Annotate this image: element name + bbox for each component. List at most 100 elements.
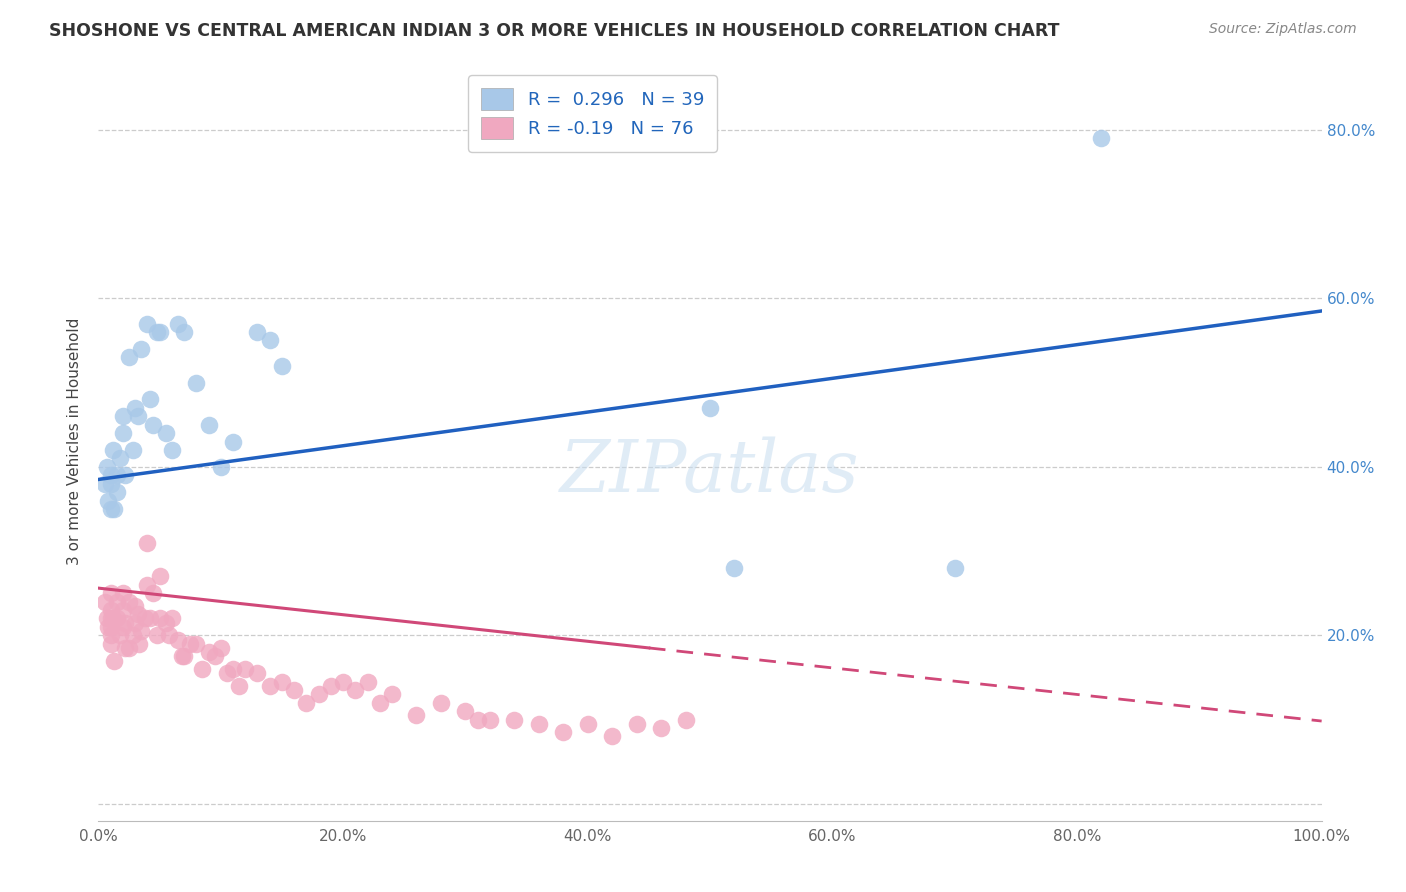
Point <box>114 615 136 630</box>
Point <box>157 628 180 642</box>
Point <box>699 401 721 415</box>
Point <box>101 611 124 625</box>
Point <box>626 716 648 731</box>
Point <box>344 683 367 698</box>
Text: ZIPatlas: ZIPatlas <box>560 436 860 508</box>
Point <box>100 628 122 642</box>
Point <box>405 708 427 723</box>
Point <box>142 417 165 432</box>
Point <box>128 637 150 651</box>
Point <box>167 317 190 331</box>
Point <box>553 725 575 739</box>
Point <box>101 442 124 457</box>
Point <box>139 392 162 407</box>
Point <box>179 637 201 651</box>
Point <box>124 599 146 613</box>
Point <box>100 620 122 634</box>
Point <box>467 713 489 727</box>
Point <box>146 325 169 339</box>
Point <box>121 628 143 642</box>
Point <box>142 586 165 600</box>
Point <box>93 594 115 608</box>
Point <box>943 561 966 575</box>
Point <box>368 696 391 710</box>
Point <box>105 485 128 500</box>
Point <box>111 603 134 617</box>
Point <box>103 654 125 668</box>
Point <box>186 376 208 390</box>
Point <box>222 662 245 676</box>
Point <box>136 535 159 549</box>
Point <box>576 716 599 731</box>
Point <box>155 426 177 441</box>
Point <box>191 662 214 676</box>
Point <box>100 586 122 600</box>
Text: SHOSHONE VS CENTRAL AMERICAN INDIAN 3 OR MORE VEHICLES IN HOUSEHOLD CORRELATION : SHOSHONE VS CENTRAL AMERICAN INDIAN 3 OR… <box>49 22 1060 40</box>
Point <box>356 674 378 689</box>
Point <box>114 468 136 483</box>
Point <box>600 730 623 744</box>
Point <box>127 409 149 424</box>
Point <box>97 620 120 634</box>
Y-axis label: 3 or more Vehicles in Household: 3 or more Vehicles in Household <box>67 318 83 566</box>
Point <box>332 674 354 689</box>
Point <box>246 325 269 339</box>
Point <box>319 679 342 693</box>
Point <box>160 611 183 625</box>
Point <box>136 578 159 592</box>
Point <box>209 459 232 474</box>
Point <box>127 607 149 622</box>
Point <box>222 434 245 449</box>
Point <box>149 611 172 625</box>
Point <box>118 640 141 655</box>
Point <box>295 696 318 710</box>
Point <box>134 611 156 625</box>
Point <box>723 561 745 575</box>
Point <box>111 620 134 634</box>
Point <box>149 325 172 339</box>
Point <box>105 468 128 483</box>
Point <box>160 442 183 457</box>
Point <box>100 502 122 516</box>
Point <box>527 716 550 731</box>
Point <box>197 417 219 432</box>
Point <box>170 649 193 664</box>
Point <box>97 493 120 508</box>
Point <box>139 611 162 625</box>
Point <box>503 713 526 727</box>
Point <box>204 649 226 664</box>
Point <box>111 426 134 441</box>
Point <box>114 640 136 655</box>
Point <box>270 359 294 373</box>
Point <box>93 476 115 491</box>
Point <box>103 502 125 516</box>
Point <box>105 611 128 625</box>
Point <box>454 704 477 718</box>
Point <box>1090 131 1112 145</box>
Point <box>155 615 177 630</box>
Point <box>167 632 190 647</box>
Point <box>149 569 172 583</box>
Point <box>173 649 195 664</box>
Point <box>118 594 141 608</box>
Point <box>259 679 281 693</box>
Point <box>146 628 169 642</box>
Point <box>124 401 146 415</box>
Point <box>478 713 501 727</box>
Point <box>136 317 159 331</box>
Legend: R =  0.296   N = 39, R = -0.19   N = 76: R = 0.296 N = 39, R = -0.19 N = 76 <box>468 75 717 152</box>
Point <box>100 468 122 483</box>
Point <box>111 586 134 600</box>
Point <box>100 476 122 491</box>
Point <box>650 721 672 735</box>
Point <box>96 459 118 474</box>
Point <box>105 594 128 608</box>
Point <box>246 666 269 681</box>
Point <box>186 637 208 651</box>
Point <box>430 696 453 710</box>
Point <box>173 325 195 339</box>
Point <box>129 624 152 639</box>
Point <box>197 645 219 659</box>
Point <box>110 451 132 466</box>
Point <box>209 640 232 655</box>
